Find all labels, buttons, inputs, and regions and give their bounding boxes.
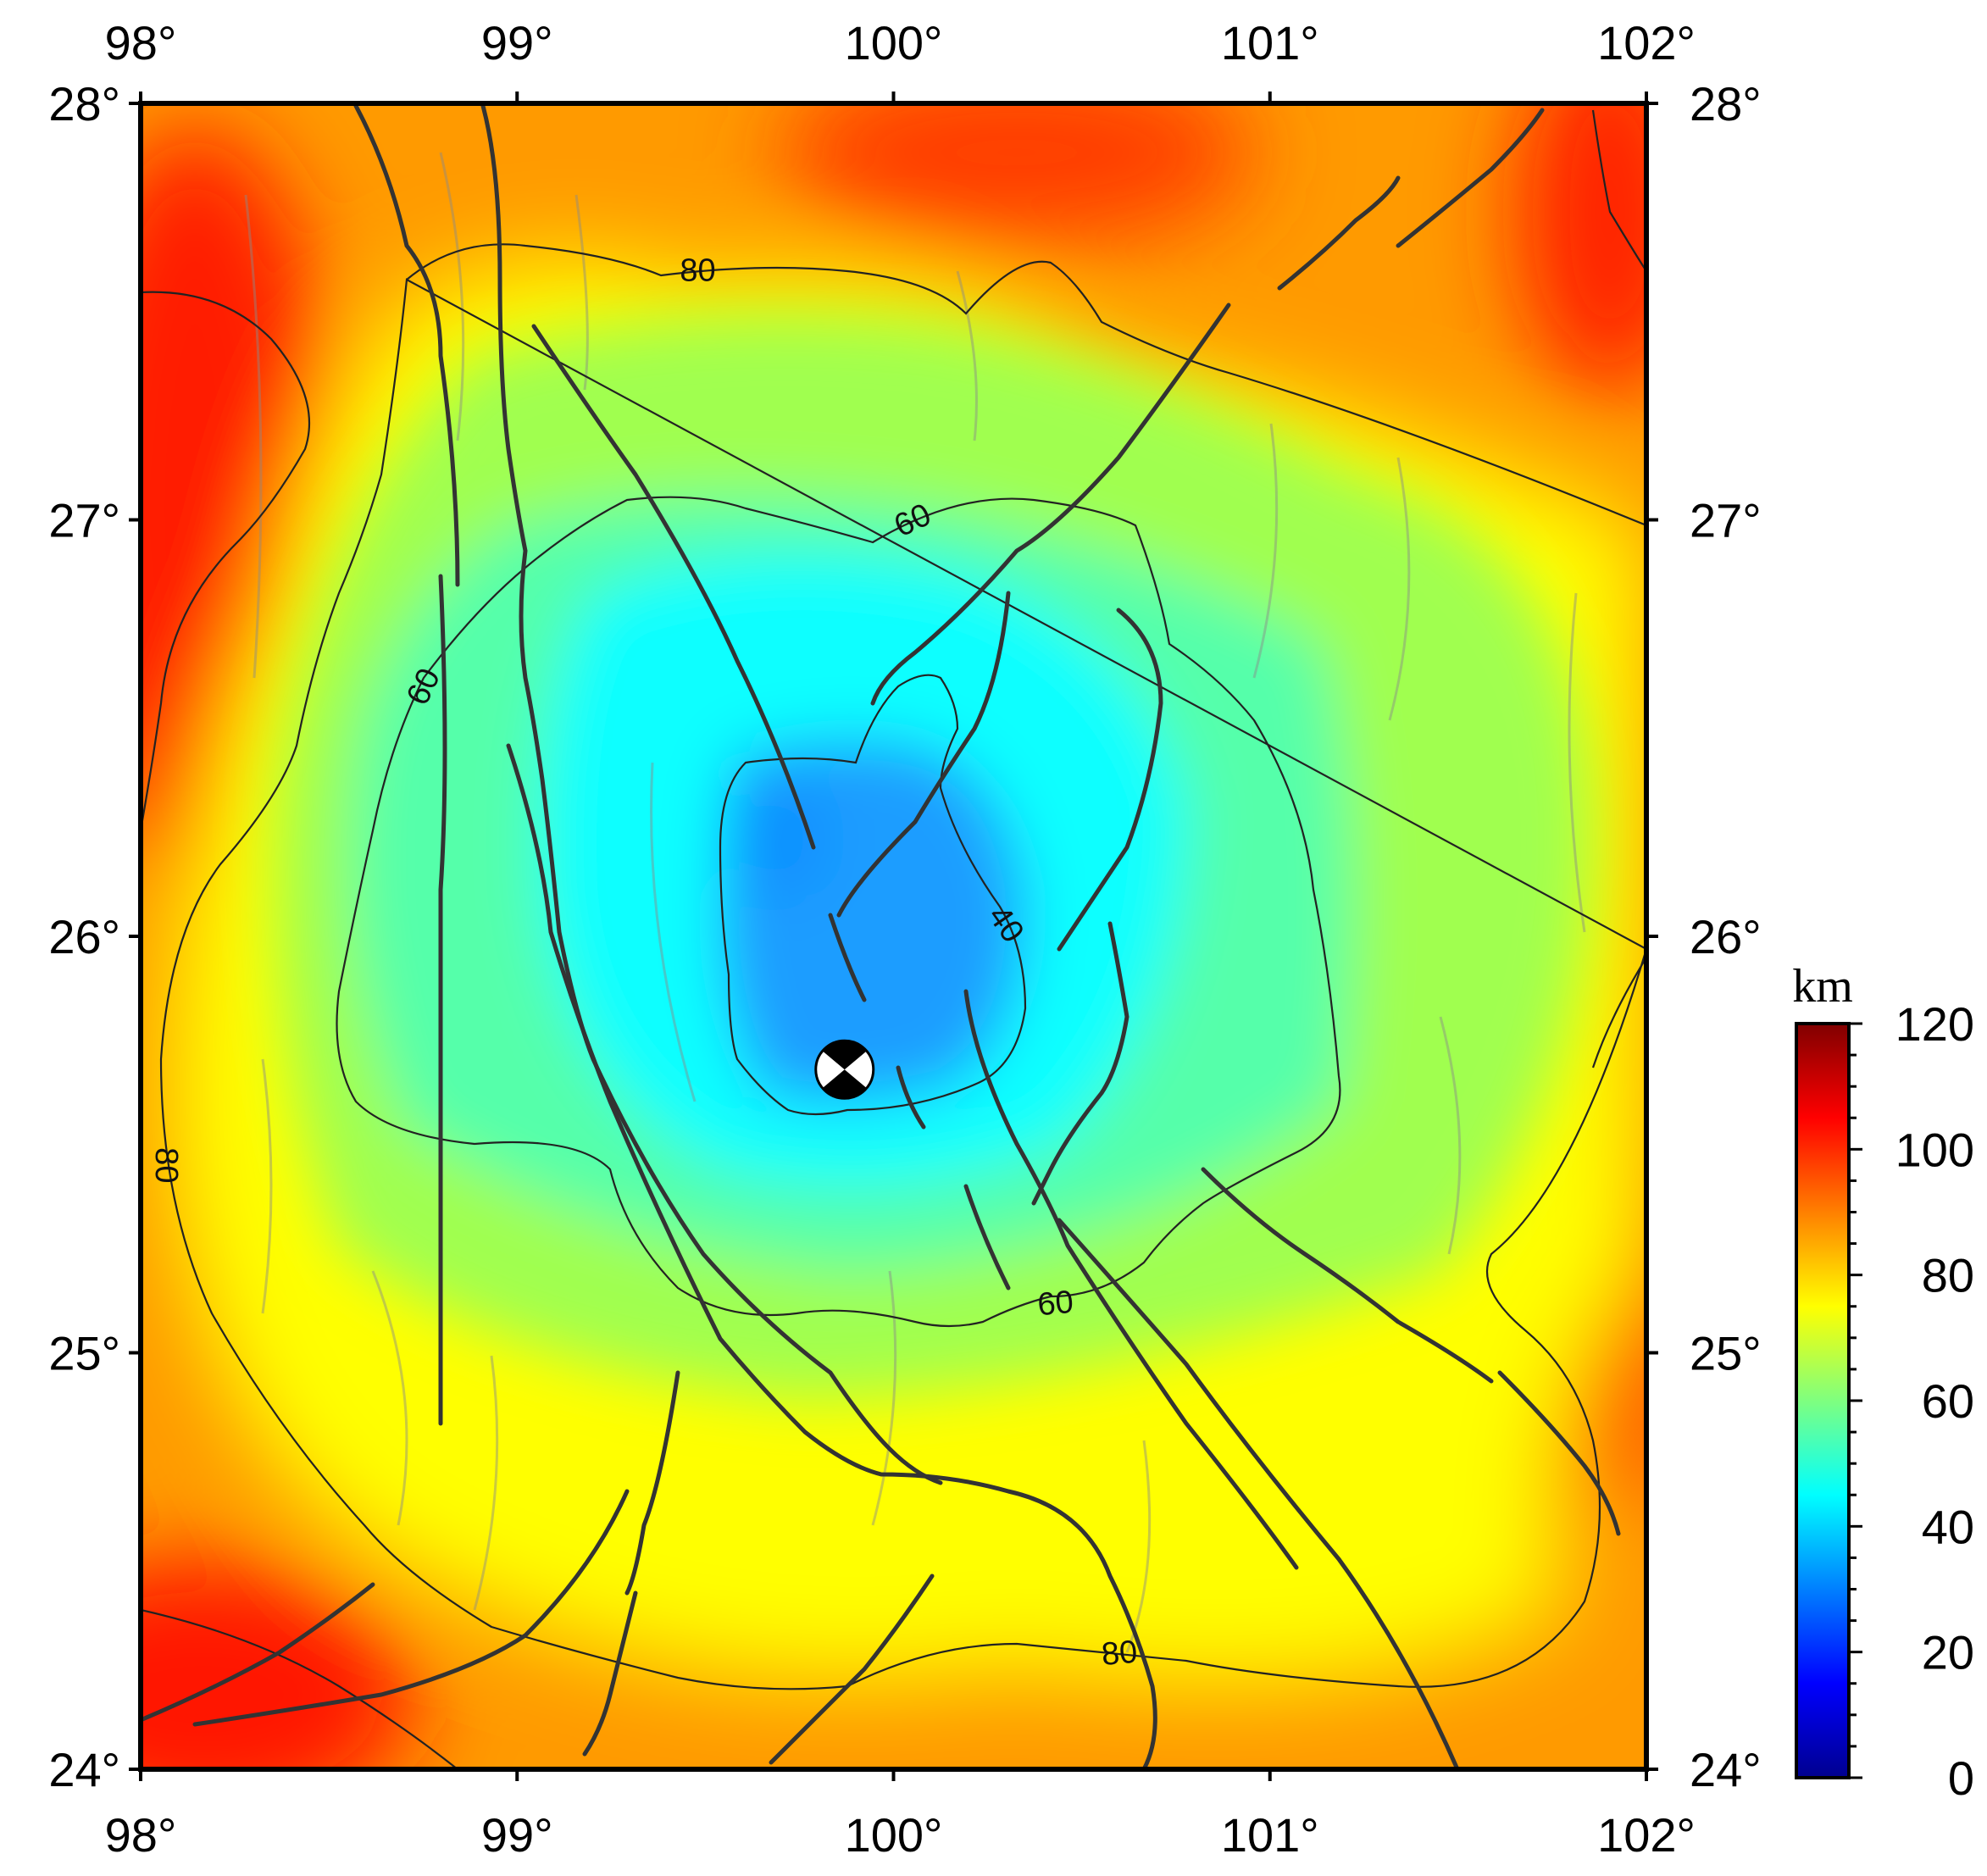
colorbar-tick-label: 20 — [1922, 1626, 1974, 1679]
lon-label-bottom: 102° — [1597, 1808, 1696, 1862]
beachball-compression-south — [822, 1069, 867, 1099]
contour-label: 80 — [680, 253, 715, 289]
major-faults — [141, 103, 1621, 1769]
beachball-icon — [814, 1039, 875, 1100]
lon-label-top: 98° — [105, 16, 177, 69]
lat-label-right: 25° — [1690, 1327, 1762, 1380]
colorbar: km 120 100 80 60 40 20 0 — [1792, 960, 1974, 1805]
lon-label-bottom: 98° — [105, 1808, 177, 1862]
lat-label-left: 26° — [48, 910, 120, 963]
lat-label-right: 28° — [1690, 77, 1762, 130]
colorbar-ticks: 120 100 80 60 40 20 0 — [1849, 997, 1974, 1805]
lon-label-bottom: 101° — [1221, 1808, 1319, 1862]
contour-sw — [141, 1608, 458, 1769]
depth-contours — [141, 109, 1646, 1769]
contour-se — [1591, 957, 1646, 1068]
lat-label-right: 26° — [1690, 910, 1762, 963]
map-axes: 98° 98° 99° 99° 100° 100° 101° 101° 102° 102° 28° 2… — [48, 16, 1761, 1862]
lat-label-right: 24° — [1690, 1743, 1762, 1796]
lat-label-left: 24° — [48, 1743, 120, 1796]
minor-faults — [244, 152, 1586, 1653]
beachball-compression-north — [822, 1041, 867, 1070]
colorbar-tick-label: 0 — [1948, 1751, 1974, 1805]
contour-label: 80 — [148, 1147, 184, 1183]
contour-label: 80 — [1100, 1635, 1139, 1673]
contour-label: 60 — [1036, 1285, 1075, 1324]
colorbar-tick-label: 100 — [1895, 1123, 1974, 1176]
colorbar-tick-label: 120 — [1895, 997, 1974, 1051]
lon-label-top: 100° — [845, 16, 943, 69]
contour-label-text: 60 — [1036, 1285, 1075, 1324]
contour-80 — [159, 243, 1646, 1690]
contour-label-text: 80 — [680, 253, 715, 289]
contour-80-west — [141, 291, 311, 831]
contour-label-text: 80 — [148, 1147, 184, 1183]
colorbar-tick-label: 40 — [1922, 1500, 1974, 1553]
depth-field — [141, 103, 1646, 1769]
lon-label-bottom: 100° — [845, 1808, 943, 1862]
contour-60 — [336, 496, 1341, 1328]
contour-label-text: 80 — [1100, 1635, 1139, 1673]
colorbar-tick-label: 80 — [1922, 1249, 1974, 1302]
colorbar-tick-label: 60 — [1922, 1374, 1974, 1428]
lon-label-bottom: 99° — [481, 1808, 553, 1862]
lat-label-right: 27° — [1690, 494, 1762, 547]
colorbar-bar — [1795, 1022, 1851, 1779]
contour-80-ne — [1591, 109, 1646, 272]
lat-label-left: 28° — [48, 77, 120, 130]
lat-label-left: 27° — [48, 494, 120, 547]
lon-label-top: 102° — [1597, 16, 1696, 69]
lat-label-left: 25° — [48, 1327, 120, 1380]
lon-label-top: 101° — [1221, 16, 1319, 69]
lon-label-top: 99° — [481, 16, 553, 69]
contour-40 — [719, 674, 1027, 1116]
colorbar-unit: km — [1792, 960, 1853, 1013]
